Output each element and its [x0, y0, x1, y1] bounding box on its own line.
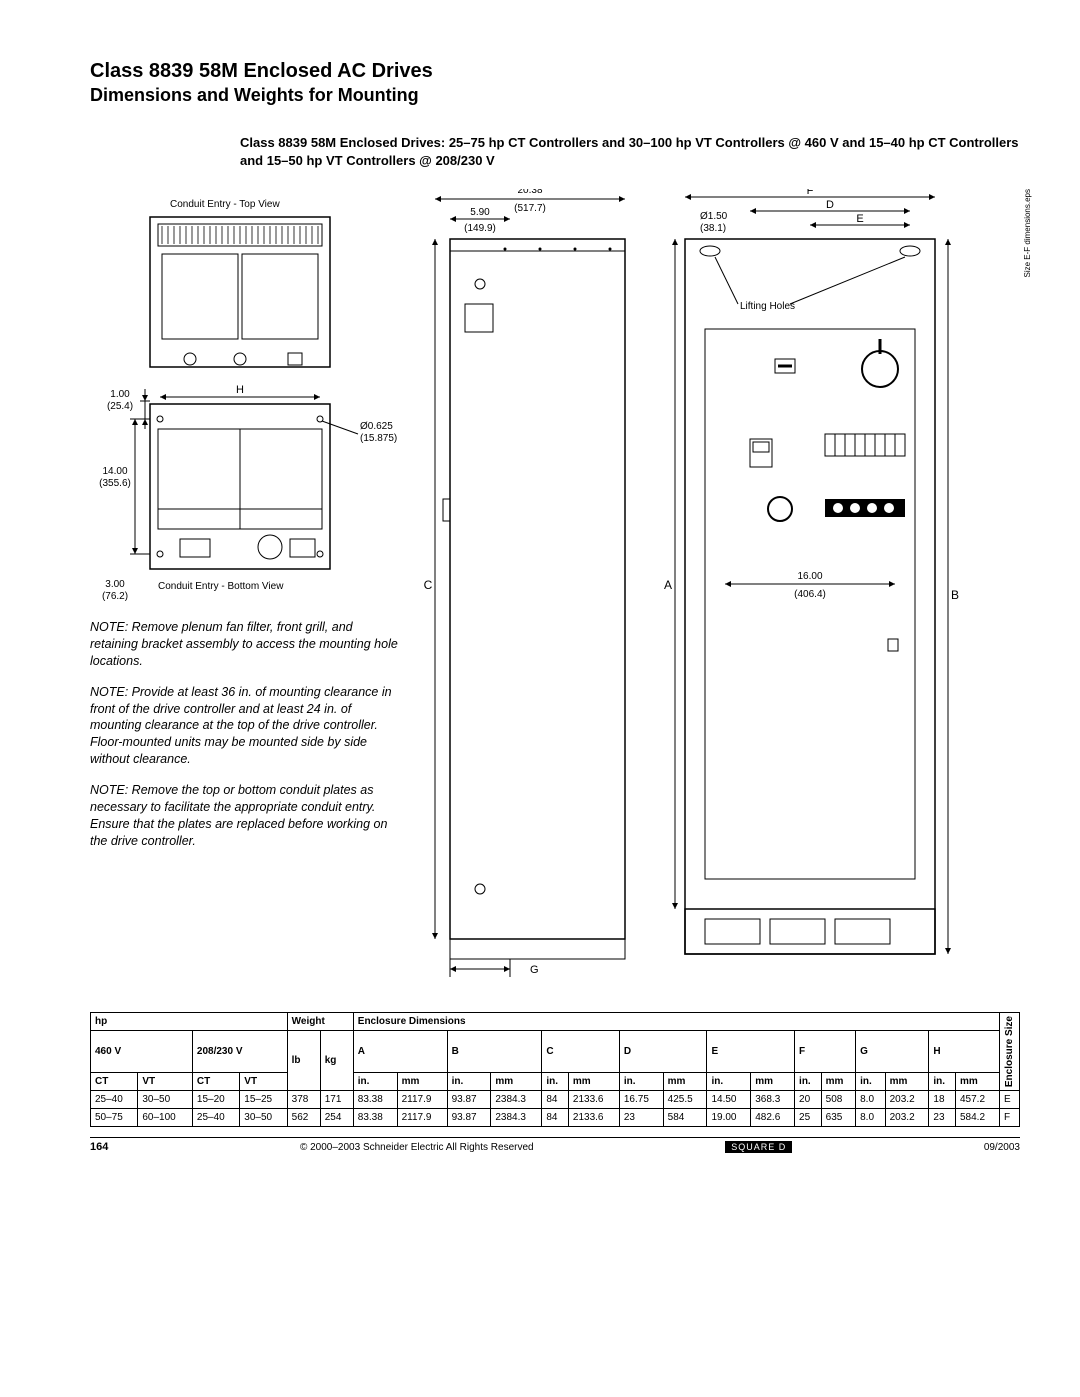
- th-hp: hp: [91, 1013, 288, 1031]
- th-Fin: in.: [795, 1073, 822, 1091]
- th-Cmm: mm: [568, 1073, 619, 1091]
- conduit-bottom-svg: 1.00 (25.4) H Ø0.625 (15.875): [90, 379, 400, 609]
- th-VT2: VT: [240, 1073, 287, 1091]
- th-CT1: CT: [91, 1073, 138, 1091]
- front-view-svg: F D E Ø1.50 (38.1) Lifting Holes: [650, 189, 980, 979]
- dimensions-table: hp Weight Enclosure Dimensions Enclosure…: [90, 1012, 1020, 1127]
- description: Class 8839 58M Enclosed Drives: 25–75 hp…: [240, 134, 1020, 169]
- svg-text:B: B: [951, 588, 959, 602]
- diagram-area: Conduit Entry - Top View: [90, 189, 1020, 982]
- th-E: E: [707, 1031, 795, 1073]
- svg-text:Ø1.50: Ø1.50: [700, 211, 728, 222]
- th-460v: 460 V: [91, 1031, 193, 1073]
- th-D: D: [619, 1031, 707, 1073]
- svg-text:(355.6): (355.6): [99, 478, 131, 489]
- svg-text:(38.1): (38.1): [700, 223, 726, 234]
- svg-text:(406.4): (406.4): [794, 589, 826, 600]
- svg-text:E: E: [856, 213, 863, 225]
- svg-text:Lifting Holes: Lifting Holes: [740, 301, 795, 312]
- table-row: 25–4030–5015–2015–2537817183.382117.993.…: [91, 1091, 1020, 1109]
- svg-text:(517.7): (517.7): [514, 203, 546, 214]
- th-VT1: VT: [138, 1073, 193, 1091]
- th-Din: in.: [619, 1073, 663, 1091]
- th-B: B: [447, 1031, 542, 1073]
- conduit-top-svg: [90, 189, 400, 379]
- th-lb: lb: [287, 1031, 320, 1091]
- svg-text:C: C: [424, 578, 433, 592]
- th-H: H: [929, 1031, 1000, 1073]
- svg-text:G: G: [530, 964, 539, 976]
- th-Amm: mm: [397, 1073, 447, 1091]
- side-filename: Size E-F dimensions.eps: [1023, 189, 1032, 277]
- svg-text:(25.4): (25.4): [107, 401, 133, 412]
- table-row: 50–7560–10025–4030–5056225483.382117.993…: [91, 1109, 1020, 1127]
- page-title: Class 8839 58M Enclosed AC Drives: [90, 60, 1020, 83]
- th-Ain: in.: [353, 1073, 397, 1091]
- svg-text:1.00: 1.00: [110, 389, 130, 400]
- note-3: NOTE: Remove the top or bottom conduit p…: [90, 782, 400, 850]
- th-F: F: [795, 1031, 856, 1073]
- svg-text:Conduit Entry - Bottom View: Conduit Entry - Bottom View: [158, 581, 284, 592]
- footer: 164 © 2000–2003 Schneider Electric All R…: [90, 1137, 1020, 1153]
- svg-text:A: A: [664, 578, 672, 592]
- note-1: NOTE: Remove plenum fan filter, front gr…: [90, 619, 400, 670]
- th-Ein: in.: [707, 1073, 751, 1091]
- svg-text:(15.875): (15.875): [360, 433, 397, 444]
- svg-text:D: D: [826, 199, 834, 211]
- svg-text:20.38: 20.38: [517, 189, 542, 196]
- th-Fmm: mm: [821, 1073, 855, 1091]
- svg-text:F: F: [807, 189, 814, 197]
- th-Hin: in.: [929, 1073, 956, 1091]
- th-A: A: [353, 1031, 447, 1073]
- side-view-svg: 20.38 (517.7) 5.90 (149.9) C: [410, 189, 640, 979]
- doc-date: 09/2003: [984, 1142, 1020, 1153]
- svg-text:3.00: 3.00: [105, 579, 125, 590]
- th-C: C: [542, 1031, 620, 1073]
- th-Emm: mm: [751, 1073, 795, 1091]
- th-kg: kg: [320, 1031, 353, 1091]
- th-weight: Weight: [287, 1013, 353, 1031]
- svg-text:(149.9): (149.9): [464, 223, 496, 234]
- svg-text:5.90: 5.90: [470, 207, 490, 218]
- th-Bmm: mm: [491, 1073, 542, 1091]
- th-208v: 208/230 V: [192, 1031, 287, 1073]
- th-G: G: [856, 1031, 929, 1073]
- conduit-top-label: Conduit Entry - Top View: [170, 199, 280, 210]
- svg-text:Ø0.625: Ø0.625: [360, 421, 393, 432]
- th-encsize: Enclosure Size: [1004, 1016, 1015, 1087]
- th-Bin: in.: [447, 1073, 491, 1091]
- th-Gmm: mm: [885, 1073, 929, 1091]
- th-CT2: CT: [192, 1073, 239, 1091]
- notes: NOTE: Remove plenum fan filter, front gr…: [90, 619, 400, 864]
- page-subtitle: Dimensions and Weights for Mounting: [90, 85, 1020, 106]
- note-2: NOTE: Provide at least 36 in. of mountin…: [90, 684, 400, 768]
- th-Gin: in.: [856, 1073, 885, 1091]
- th-Dmm: mm: [663, 1073, 707, 1091]
- th-encdim: Enclosure Dimensions: [353, 1013, 999, 1031]
- page-number: 164: [90, 1141, 108, 1153]
- th-Hmm: mm: [956, 1073, 1000, 1091]
- copyright: © 2000–2003 Schneider Electric All Right…: [300, 1142, 534, 1153]
- svg-text:16.00: 16.00: [797, 571, 822, 582]
- th-Cin: in.: [542, 1073, 569, 1091]
- svg-text:H: H: [236, 384, 244, 396]
- svg-text:(76.2): (76.2): [102, 591, 128, 602]
- svg-text:14.00: 14.00: [102, 466, 127, 477]
- brand-badge: SQUARE D: [725, 1141, 792, 1153]
